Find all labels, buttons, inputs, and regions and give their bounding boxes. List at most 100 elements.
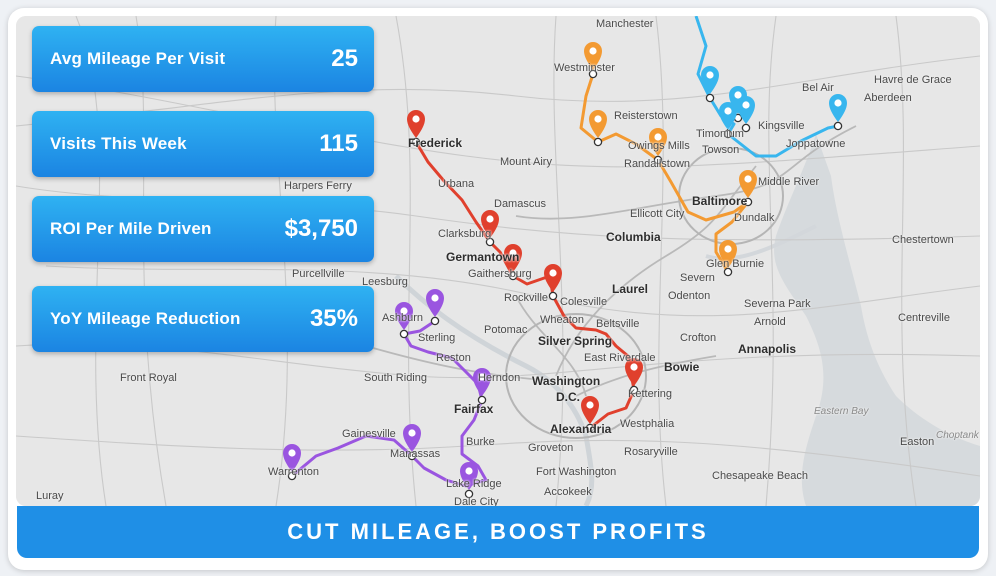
place-label: Bel Air [802, 82, 834, 94]
route-stop-pin-icon[interactable] [719, 102, 737, 139]
place-label: Easton [900, 436, 935, 448]
stat-label: Visits This Week [50, 134, 187, 153]
place-label: Kingsville [758, 120, 805, 132]
place-label: Rosaryville [624, 446, 678, 458]
place-label: Westminster [554, 62, 615, 74]
place-label: Annapolis [738, 342, 797, 356]
place-label: Purcellville [292, 268, 345, 280]
route-stop-pin-icon[interactable] [739, 170, 757, 207]
chesapeake-bay [774, 134, 980, 506]
place-label: Damascus [494, 198, 546, 210]
place-label: Columbia [606, 230, 661, 244]
place-label: Silver Spring [538, 334, 613, 348]
place-label: Severna Park [744, 298, 811, 310]
stat-label: YoY Mileage Reduction [50, 309, 241, 328]
place-label: Germantown [446, 250, 520, 264]
place-label: Groveton [528, 442, 574, 454]
dc-beltway [505, 313, 647, 439]
place-label: Havre de Grace [874, 74, 952, 86]
potomac-river [394, 274, 595, 506]
stat-value: 25 [331, 45, 358, 72]
route-stop-pin-icon[interactable] [581, 396, 599, 433]
stat-value: 35% [309, 305, 358, 332]
place-label: Arnold [754, 316, 786, 328]
stat-card-roi: ROI Per Mile Driven $3,750 [32, 196, 374, 262]
route-stop-pin-icon[interactable] [719, 240, 737, 277]
route-stop-pin-icon[interactable] [584, 42, 602, 79]
place-label: Wheaton [540, 314, 585, 326]
route-stop-pin-icon[interactable] [407, 110, 425, 147]
route-purple [291, 319, 488, 488]
route-stop-pin-icon[interactable] [829, 94, 847, 131]
place-label: Ellicott City [630, 208, 685, 220]
place-label: Lake Ridge [446, 478, 502, 490]
stat-label: ROI Per Mile Driven [50, 219, 212, 238]
place-label: Accokeek [544, 486, 592, 498]
stat-card-visits: Visits This Week 115 [32, 111, 374, 177]
place-label: Aberdeen [864, 92, 912, 104]
place-label: Crofton [680, 332, 717, 344]
route-stop-pin-icon[interactable] [426, 289, 444, 326]
place-label: Manchester [596, 18, 654, 30]
place-label: Chestertown [892, 234, 954, 246]
route-stop-pin-icon[interactable] [701, 66, 719, 103]
place-label: Beltsville [596, 318, 640, 330]
route-stop-pin-icon[interactable] [544, 264, 562, 301]
stat-card-yoy-reduction: YoY Mileage Reduction 35% [32, 286, 374, 352]
route-stop-pin-icon[interactable] [460, 462, 478, 499]
route-stop-pin-icon[interactable] [283, 444, 301, 481]
route-stop-pin-icon[interactable] [504, 244, 522, 281]
route-stop-pin-icon[interactable] [737, 96, 755, 133]
route-stop-pin-icon[interactable] [481, 210, 499, 247]
place-label: Clarksburg [438, 228, 492, 240]
place-label: Frederick [408, 136, 463, 150]
place-label: Bowie [664, 360, 700, 374]
place-label: Mount Airy [500, 156, 552, 168]
route-map[interactable]: Manchester Westminster Reisterstown Owin… [16, 16, 980, 506]
place-label: Gainesville [342, 428, 396, 440]
tagline-banner: CUT MILEAGE, BOOST PROFITS [17, 506, 979, 558]
stat-value: 115 [319, 130, 358, 157]
route-stop-pin-icon[interactable] [403, 424, 421, 461]
place-label: Chesapeake Beach [712, 470, 809, 482]
place-label: South Riding [364, 372, 427, 384]
place-label: Joppatowne [786, 138, 846, 150]
place-label: Manassas [390, 448, 441, 460]
place-label: Kettering [628, 388, 673, 400]
place-label: Front Royal [120, 372, 177, 384]
stat-value: $3,750 [284, 215, 358, 242]
place-label: Colesville [560, 296, 608, 308]
place-label: Gaithersburg [468, 268, 532, 280]
place-label: Baltimore [692, 194, 748, 208]
place-label: Herndon [478, 372, 521, 384]
place-label: Westphalia [620, 418, 675, 430]
route-orange [579, 73, 750, 273]
place-label: Fort Washington [536, 466, 617, 478]
place-label: Towson [702, 144, 740, 156]
place-label: Ashburn [382, 312, 423, 324]
route-stop-pin-icon[interactable] [473, 368, 491, 405]
place-label: Rockville [504, 292, 549, 304]
place-label: Laurel [612, 282, 649, 296]
route-stop-pin-icon[interactable] [395, 302, 413, 339]
place-label: Alexandria [550, 422, 612, 436]
place-label: Middle River [758, 176, 820, 188]
place-label: Fairfax [454, 402, 494, 416]
place-label: Leesburg [362, 276, 408, 288]
place-label: East Riverdale [584, 352, 656, 364]
route-stop-pin-icon[interactable] [649, 128, 667, 165]
place-label: D.C. [556, 390, 580, 404]
route-blue [694, 16, 839, 158]
place-label: Odenton [668, 290, 711, 302]
place-label: Washington [532, 374, 601, 388]
place-label: Burke [466, 436, 495, 448]
place-label: Reston [436, 352, 471, 364]
place-label: Glen Burnie [706, 258, 765, 270]
place-label: Eastern Bay [814, 406, 869, 417]
place-label: Dale City [454, 496, 499, 506]
route-stop-pin-icon[interactable] [589, 110, 607, 147]
route-stop-pin-icon[interactable] [625, 358, 643, 395]
place-label: Choptank River [936, 430, 980, 441]
place-label: Owings Mills [628, 140, 690, 152]
place-label: Warrenton [268, 466, 319, 478]
